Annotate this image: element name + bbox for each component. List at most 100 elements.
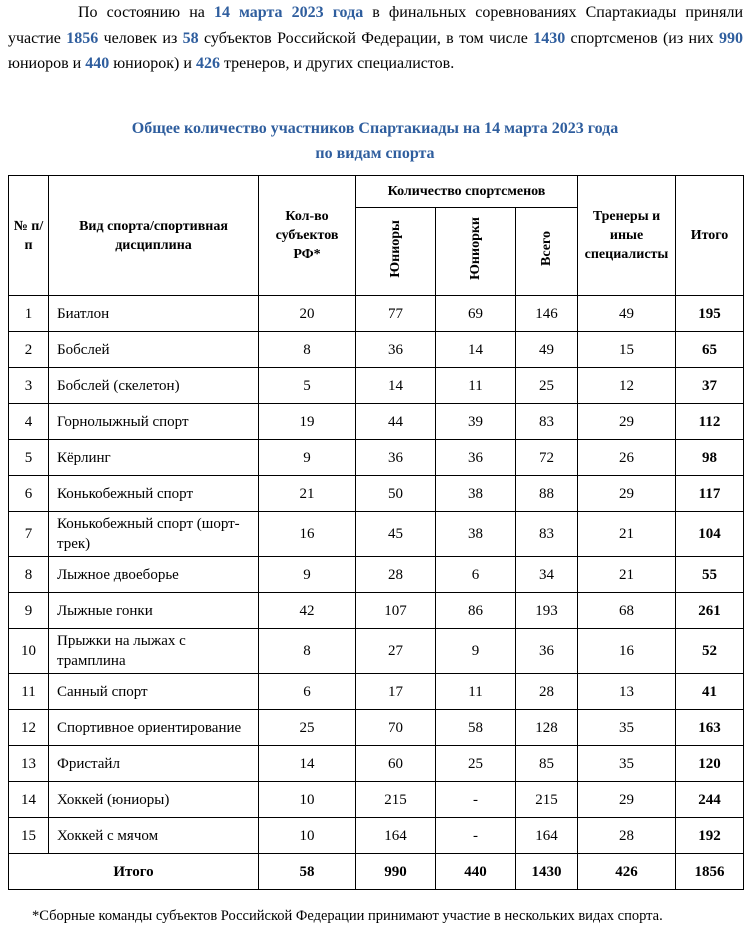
intro-text: 1856 [66,29,99,47]
table-cell: 21 [577,511,677,557]
table-cell: 193 [514,592,579,629]
table-row: 11 Санный спорт 6 17 11 28 13 41 [8,673,745,710]
header-cell: Тренеры и иные специалисты [577,175,677,296]
intro-text: в финальных соревнованиях Спартакиады пр… [8,4,744,47]
header-text: Всего [539,231,554,266]
table-cell: 6 [258,673,356,710]
table-cell: 36 [514,628,579,674]
table-row: 14 Хоккей (юниоры) 10 215-215 29 244 [8,781,745,818]
table-cell: Горнолыжный спорт [48,403,259,440]
table-cell: 6 [435,556,516,593]
table-cell: 2 [8,331,49,368]
table-cell: 146 [514,295,579,332]
table-cell: 25 [514,367,579,404]
table-cell: 11 [8,673,49,710]
table-cell: 9 [435,628,516,674]
table-cell: 98 [675,439,745,476]
header-cell: Итого [675,175,745,296]
table-cell: 38 [435,511,516,557]
table-cell: 426 [577,853,677,890]
table-cell: 34 [514,556,579,593]
table-cell: Спортивное ориентирование [48,709,259,746]
table-cell: 120 [675,745,745,782]
header-cell: Кол-во субъектов РФ* [258,175,356,296]
header-cell: Юниорки [435,207,516,296]
table-cell: 6 [8,475,49,512]
table-cell: 5 [8,439,49,476]
table-cell: 21 [258,475,356,512]
table-cell: 10 [258,817,356,854]
table-cell: 29 [577,403,677,440]
table-cell: 8 [258,331,356,368]
table-cell: 17 [355,673,436,710]
table-cell: 11 [435,367,516,404]
table-cell: 42 [258,592,356,629]
intro-text: По состоянию на [78,4,214,21]
table-cell: 27 [355,628,436,674]
table-cell: 35 [577,745,677,782]
table-cell: 25 [435,745,516,782]
table-cell: 29 [577,475,677,512]
table-cell: 50 [355,475,436,512]
table-row: 12 Спортивное ориентирование 25 70 58 128 35 16… [8,709,745,746]
table-cell: 36 [355,439,436,476]
table-cell: 26 [577,439,677,476]
table-cell: 10 [258,781,356,818]
table-cell: 10 [8,628,49,674]
table-cell: 14 [355,367,436,404]
table-cell: 164 [514,817,579,854]
table-cell: Прыжки на лыжах с трамплина [48,628,259,674]
table-cell: 11 [435,673,516,710]
intro-text: 990 [719,29,744,47]
table-cell: 35 [577,709,677,746]
intro-text: 1430 [533,29,566,47]
table-cell: 7 [8,511,49,557]
table-cell: 65 [675,331,745,368]
table-cell: 440 [435,853,516,890]
table-cell: Биатлон [48,295,259,332]
table-cell: 29 [577,781,677,818]
intro-text: 426 [195,55,220,72]
table-cell: 163 [675,709,745,746]
table-cell: 49 [577,295,677,332]
table-cell: 195 [675,295,745,332]
table-cell: 12 [577,367,677,404]
table-cell: 60 [355,745,436,782]
table-row: 1 Биатлон 20 77 69 146 49 195 [8,295,745,332]
intro-text: субъектов Российской Федерации, в том чи… [198,29,534,47]
table-cell: 36 [435,439,516,476]
table-cell: 58 [435,709,516,746]
table-cell: - [435,817,516,854]
table-row: 4 Горнолыжный спорт 19 44 39 83 29 112 [8,403,745,440]
table-cell: 20 [258,295,356,332]
table-cell: 36 [355,331,436,368]
table-cell: 28 [355,556,436,593]
intro-paragraph: По состоянию на 14 марта 2023 года в фин… [8,0,743,77]
table-cell: 107 [355,592,436,629]
table-cell: 128 [514,709,579,746]
table-row: 7 Конькобежный спорт (шорт-трек) 16 45 38 83 2… [8,511,745,557]
header-cell: № п/п [8,175,49,296]
header-cell: Юниоры [355,207,436,296]
table-cell: 83 [514,511,579,557]
table-cell: 19 [258,403,356,440]
table-cell: 215 [514,781,579,818]
table-cell: 39 [435,403,516,440]
table-cell: 55 [675,556,745,593]
table-cell: 112 [675,403,745,440]
table-cell: 9 [258,556,356,593]
table-cell: Лыжное двоеборье [48,556,259,593]
table-cell: Конькобежный спорт [48,475,259,512]
table-cell: 1430 [514,853,579,890]
table-cell: Фристайл [48,745,259,782]
table-cell: 58 [258,853,356,890]
table-cell: Конькобежный спорт (шорт-трек) [48,511,259,557]
table-cell: 86 [435,592,516,629]
table-cell: Лыжные гонки [48,592,259,629]
table-body: 1 Биатлон 20 77 69 146 49 195 2 Бобслей 8 36 14 49 15 6… [8,295,745,890]
intro-text: тренеров, и других специалистов. [219,55,455,72]
table: № п/п Вид спорта/спортивная дисциплина К… [8,175,745,890]
table-cell: 28 [577,817,677,854]
table-cell: 261 [675,592,745,629]
